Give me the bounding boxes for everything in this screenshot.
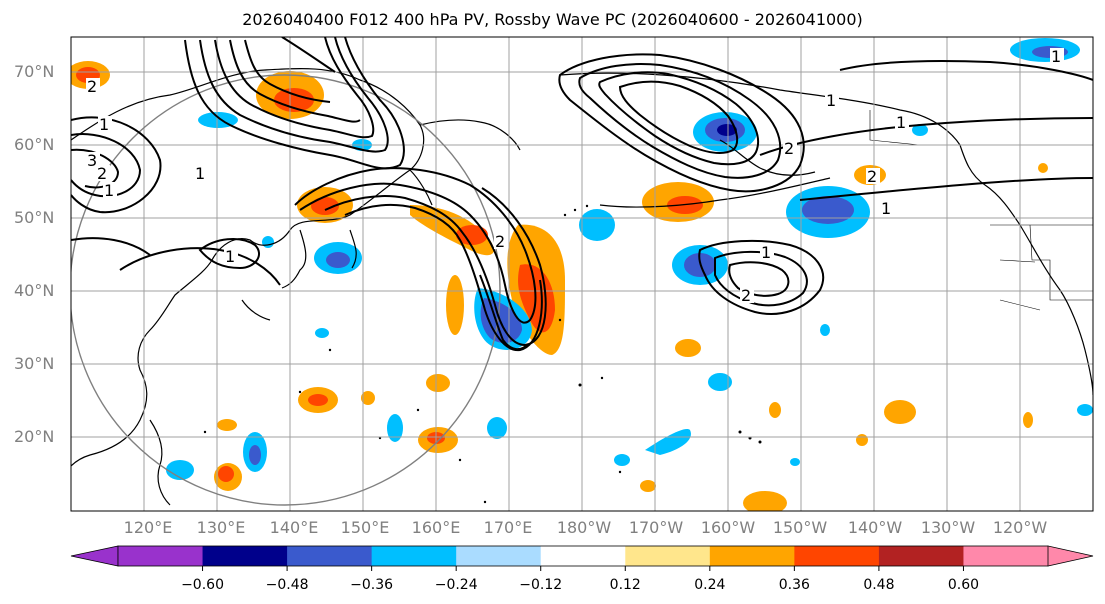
contour-label: 3: [87, 151, 97, 170]
lon-label: 130°W: [920, 518, 976, 537]
contour-label: 1: [1051, 47, 1061, 66]
lon-label: 140°W: [847, 518, 903, 537]
contour-label: 1: [881, 199, 891, 218]
contour-label: 1: [896, 113, 906, 132]
contour-label: 2: [495, 232, 505, 251]
contour-labels: 1 1 2 3 2 1 1 2 1 2 1 2 1 2 1 1: [86, 47, 1064, 305]
lat-label: 40°N: [14, 281, 55, 300]
pc-contours: [71, 37, 1093, 352]
contour-label: 1: [195, 164, 205, 183]
colorbar-tick-label: 0.60: [947, 577, 980, 593]
lon-label: 120°W: [992, 518, 1048, 537]
lon-label: 170°W: [628, 518, 684, 537]
contour-label: 2: [784, 139, 794, 158]
contour-label: 2: [741, 286, 751, 305]
chart-title: 2026040400 F012 400 hPa PV, Rossby Wave …: [242, 10, 863, 29]
lon-label: 130°E: [196, 518, 246, 537]
contour-label: 1: [104, 181, 114, 200]
lat-label: 70°N: [14, 62, 55, 81]
contour-label: 1: [225, 247, 235, 266]
colorbar-tick-label: −0.24: [434, 577, 478, 593]
colorbar-tick-label: −0.48: [265, 577, 309, 593]
contour-label: 1: [99, 115, 109, 134]
contour-label: 2: [97, 164, 107, 183]
colorbar-tick-label: −0.60: [181, 577, 224, 593]
positive-anomaly-shading: [71, 61, 1048, 511]
colorbar-tick-label: 0.24: [694, 577, 726, 593]
colorbar-tick-label: 0.48: [863, 577, 895, 593]
contour-label: 2: [87, 77, 97, 96]
colorbar-tick-label: 0.12: [609, 577, 641, 593]
reference-circle: [71, 74, 501, 506]
lon-label: 150°W: [772, 518, 828, 537]
colorbar-tick-label: −0.36: [350, 577, 394, 593]
lon-label: 160°E: [411, 518, 461, 537]
lon-label: 160°W: [700, 518, 756, 537]
lon-label: 170°E: [483, 518, 533, 537]
lon-label: 180°W: [556, 518, 612, 537]
lat-label: 30°N: [14, 354, 55, 373]
lat-label: 20°N: [14, 427, 55, 446]
lon-label: 140°E: [269, 518, 319, 537]
lon-label: 120°E: [123, 518, 173, 537]
lon-label: 150°E: [340, 518, 390, 537]
colorbar-tick-label: 0.36: [778, 577, 810, 593]
islands: [203, 204, 762, 504]
contour-label: 2: [867, 167, 877, 186]
lat-label: 60°N: [14, 135, 55, 154]
colorbar-tick-label: −0.12: [519, 577, 563, 593]
contour-label: 1: [826, 91, 836, 110]
contour-label: 1: [761, 243, 771, 262]
lat-label: 50°N: [14, 208, 55, 227]
map-frame: [70, 36, 1094, 512]
negative-anomaly-shading: [166, 38, 1093, 480]
